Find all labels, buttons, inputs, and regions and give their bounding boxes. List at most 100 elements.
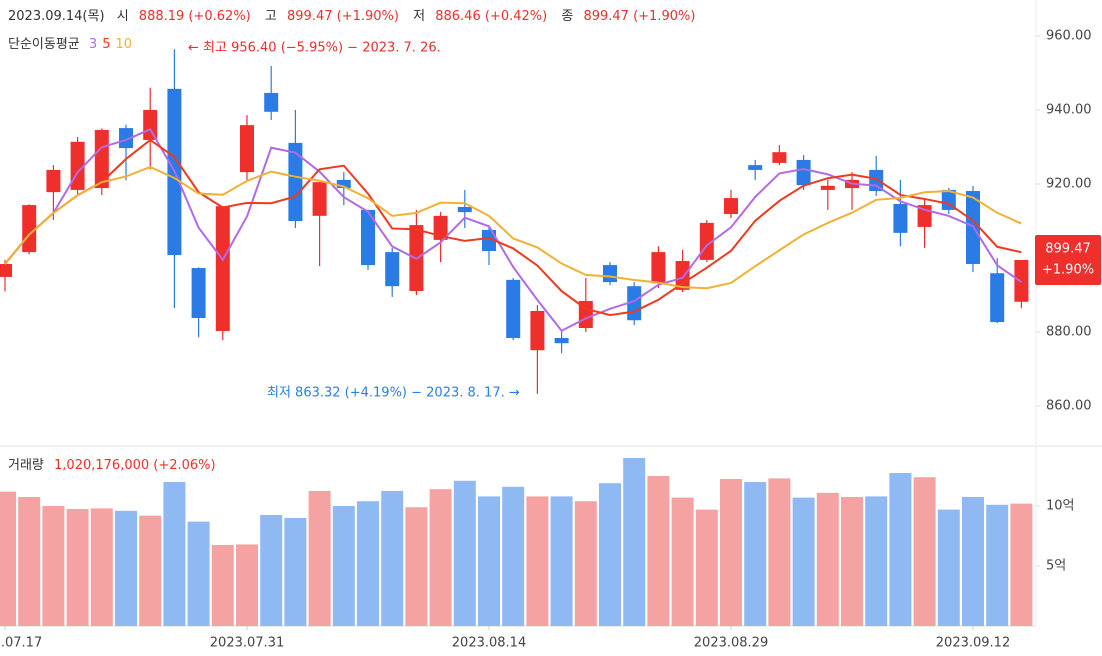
candle-body: [675, 261, 690, 290]
candle-body: [530, 310, 545, 351]
y-tick-label: 920.00: [1046, 176, 1092, 191]
volume-bar: [647, 476, 670, 626]
volume-bar: [986, 504, 1009, 626]
last-price-box: [1035, 235, 1101, 285]
volume-bar: [502, 486, 525, 626]
volume-bar: [357, 501, 379, 626]
volume-bar: [526, 496, 549, 626]
x-tick-label: 2023.08.29: [694, 636, 768, 651]
candle-body: [385, 252, 400, 287]
x-tick-label: 2023.07.17: [0, 636, 42, 651]
volume-bar: [211, 545, 234, 626]
volume-bar: [478, 496, 500, 626]
candle-body: [433, 215, 448, 240]
volume-bar: [937, 509, 960, 626]
volume-bar: [962, 497, 984, 626]
header-low-label: 저: [413, 9, 425, 24]
y-tick-label: 940.00: [1046, 102, 1092, 117]
marks: 960.00940.00920.00900.00880.00860.0010억5…: [0, 28, 1092, 651]
volume-bar: [381, 491, 404, 626]
candle-body: [336, 179, 351, 189]
volume-bar: [841, 497, 863, 626]
ma-legend-period: 5: [102, 37, 110, 52]
volume-bar: [865, 496, 888, 626]
candle-body: [506, 279, 521, 339]
header-close: 899.47 (+1.90%): [583, 9, 695, 24]
moving-average-line: [4, 138, 1022, 317]
header-low: 886.46 (+0.42%): [435, 9, 547, 24]
volume-bar: [913, 477, 936, 626]
volume-bar: [115, 510, 137, 626]
header-close-label: 종: [561, 9, 573, 24]
header-date: 2023.09.14(목): [8, 9, 105, 24]
volume-bar: [671, 497, 694, 626]
y-tick-label: 880.00: [1046, 325, 1092, 340]
volume-bar: [260, 515, 283, 626]
candle-body: [215, 206, 230, 331]
header-high-label: 고: [265, 9, 277, 24]
volume-bar: [574, 501, 597, 626]
last-change: +1.90%: [1042, 263, 1094, 278]
candle-body: [820, 185, 835, 190]
volume-bar: [42, 506, 65, 626]
candle-body: [0, 263, 12, 277]
header-open: 888.19 (+0.62%): [139, 9, 251, 24]
candle-body: [772, 152, 787, 163]
candle-body: [361, 209, 375, 266]
volume-bar: [453, 480, 476, 626]
volume-bar: [284, 518, 307, 626]
volume-bar: [332, 506, 355, 626]
candle-body: [264, 92, 279, 112]
volume-bar: [550, 496, 573, 626]
moving-average-line: [4, 165, 1022, 290]
volume-bar: [720, 479, 742, 626]
candle-body: [603, 265, 617, 283]
volume-bar: [66, 509, 89, 626]
ma-legend-period: 3: [89, 37, 97, 52]
volume-tick-label: 5억: [1046, 559, 1066, 574]
volume-bar: [816, 492, 839, 626]
volume-bar: [429, 489, 452, 626]
volume-bar: [18, 497, 41, 626]
volume-bar: [308, 491, 331, 626]
candle-body: [143, 109, 158, 140]
volume-bar: [623, 458, 646, 626]
candle-body: [748, 165, 763, 170]
candle-body: [893, 203, 908, 233]
volume-bar: [236, 544, 258, 626]
header-high: 899.47 (+1.90%): [287, 9, 399, 24]
y-tick-label: 960.00: [1046, 28, 1092, 43]
candle-body: [22, 205, 37, 253]
volume-bar: [405, 507, 428, 626]
candle-body: [119, 128, 133, 149]
ma-legend-period: 10: [115, 37, 132, 52]
header-open-label: 시: [117, 9, 129, 24]
last-price: 899.47: [1045, 242, 1091, 257]
candle-body: [990, 273, 1005, 323]
volume-last: 1,020,176,000 (+2.06%): [54, 458, 216, 473]
volume-bar: [744, 482, 767, 626]
moving-average-line: [4, 128, 1022, 332]
volume-bar: [163, 482, 186, 626]
ma-legend: 단순이동평균 3 5 10: [8, 37, 132, 52]
annotation-low: 최저 863.32 (+4.19%) − 2023. 8. 17. →: [267, 386, 520, 401]
candle-body: [457, 206, 472, 213]
volume-tick-label: 10억: [1046, 499, 1075, 514]
candle-body: [554, 338, 569, 344]
volume-bar: [1010, 503, 1033, 626]
ohlc-header: 2023.09.14(목) 시 888.19 (+0.62%) 고 899.47…: [8, 9, 695, 24]
candle-body: [46, 169, 61, 193]
candle-body: [724, 198, 738, 214]
y-tick-label: 860.00: [1046, 399, 1092, 414]
volume-bar: [695, 509, 718, 626]
volume-bar: [599, 483, 621, 626]
volume-bar: [0, 491, 16, 626]
candle-body: [941, 189, 956, 210]
x-tick-label: 2023.07.31: [210, 636, 284, 651]
volume-title: 거래량 1,020,176,000 (+2.06%): [8, 458, 216, 473]
ma-legend-title: 단순이동평균: [8, 37, 80, 52]
volume-title-text: 거래량: [8, 458, 44, 473]
candle-body: [94, 129, 109, 189]
volume-bar: [187, 521, 210, 626]
candle-body: [288, 142, 303, 222]
